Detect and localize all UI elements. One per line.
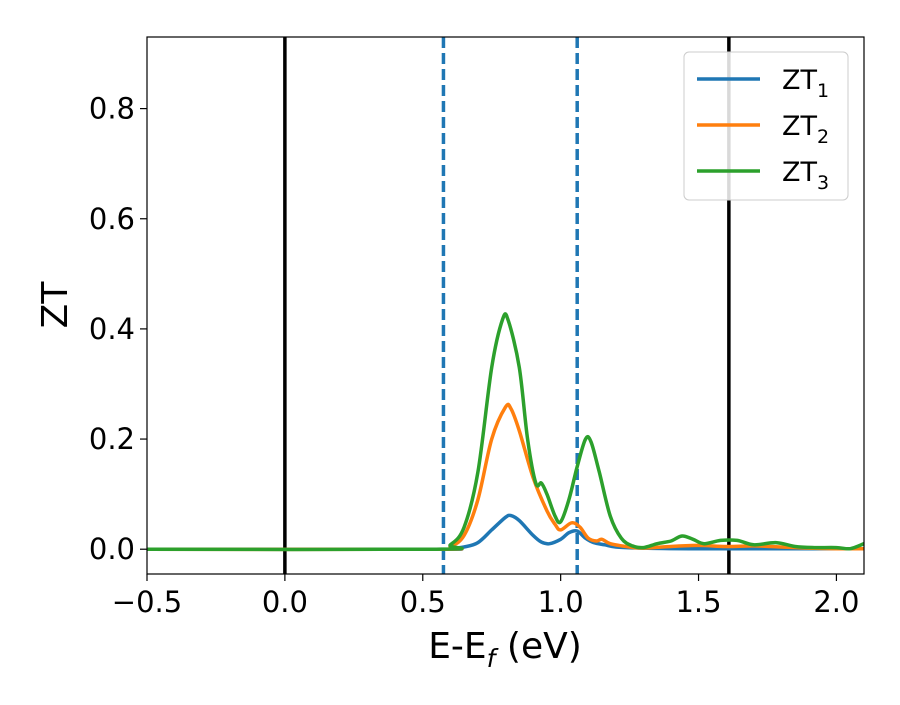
x-tick-label: 1.5 [675,585,721,619]
series-lines [147,312,864,552]
x-tick-label: −0.5 [112,585,182,619]
x-tick-label: 1.0 [538,585,584,619]
legend-items: ZT1 ZT2 ZT3 [697,65,829,194]
legend-label-zt3: ZT3 [782,157,829,194]
y-tick-label: 0.6 [89,202,135,236]
plot-frame [146,36,865,575]
series-line-zt2 [147,402,864,552]
series-line-zt3 [147,312,864,552]
legend-label-zt1: ZT1 [782,65,829,102]
legend-label-zt2: ZT2 [782,111,829,148]
legend-box [683,51,849,201]
x-axis: −0.5 0.0 0.5 1.0 1.5 2.0 [112,574,859,619]
y-axis-title: ZT [35,281,76,329]
y-tick-label: 0.4 [89,312,135,346]
x-tick-label: 0.5 [400,585,446,619]
y-tick-label: 0.2 [89,422,135,456]
y-tick-label: 0.8 [89,92,135,126]
y-tick-label: 0.0 [89,532,135,566]
x-axis-title: E-Ef (eV) [428,626,582,673]
legend: ZT1 ZT2 ZT3 [683,51,849,201]
x-tick-label: 0.0 [262,585,308,619]
y-axis: 0.0 0.2 0.4 0.6 0.8 [89,92,147,566]
x-tick-label: 2.0 [813,585,859,619]
